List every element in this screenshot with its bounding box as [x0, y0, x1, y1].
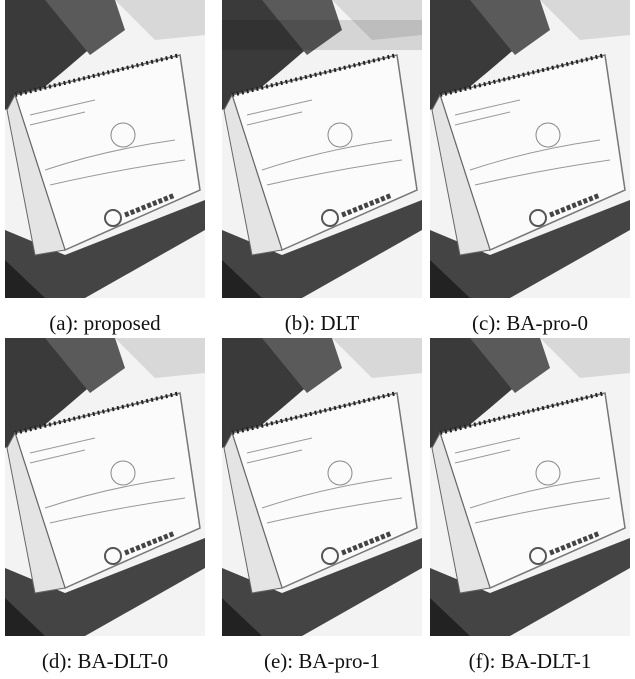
panel: (f): BA-DLT-1	[430, 338, 630, 673]
panel: (d): BA-DLT-0	[5, 338, 205, 673]
panel-image	[430, 338, 630, 636]
panel-caption: (c): BA-pro-0	[472, 311, 588, 335]
panel-caption: (a): proposed	[49, 311, 161, 335]
panel-image	[222, 338, 422, 636]
panel-image	[5, 338, 205, 636]
figure: (a): proposed (b): DLT (c): BA-pro-0 (d): B…	[0, 0, 635, 674]
panel-caption: (d): BA-DLT-0	[42, 649, 168, 673]
panel-caption: (b): DLT	[285, 311, 360, 335]
panel: (a): proposed	[5, 0, 205, 335]
panel-caption: (e): BA-pro-1	[264, 649, 380, 673]
panel: (c): BA-pro-0	[430, 0, 630, 335]
panel-image	[430, 0, 630, 298]
panel-caption: (f): BA-DLT-1	[469, 649, 592, 673]
panel: (b): DLT	[222, 0, 422, 335]
panel: (e): BA-pro-1	[222, 338, 422, 673]
panel-image	[5, 0, 205, 298]
image-shading	[222, 20, 422, 50]
